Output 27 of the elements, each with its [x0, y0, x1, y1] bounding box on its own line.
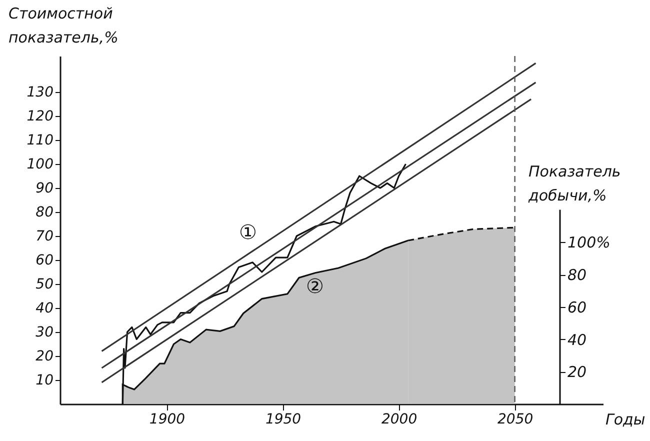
y-tick-label: 70 — [36, 228, 54, 244]
y2-tick-label: 60 — [568, 298, 587, 316]
y-tick-label: 120 — [26, 108, 54, 124]
y-tick-label: 100 — [26, 156, 54, 172]
y2-tick-label: 100% — [568, 234, 610, 252]
y-tick-label: 60 — [36, 252, 54, 268]
annotation: ① — [239, 220, 257, 244]
y-tick-label: 110 — [26, 132, 54, 148]
y-tick-label: 50 — [36, 276, 54, 292]
annotation: ② — [306, 274, 324, 298]
y-tick-label: 40 — [36, 300, 54, 316]
x-tick-label: 2050 — [498, 412, 534, 428]
y-tick-label: 130 — [26, 84, 54, 100]
y-tick-label: 80 — [36, 204, 54, 220]
y-tick-label: 10 — [36, 372, 54, 388]
y-tick-label: 90 — [36, 180, 54, 196]
x-axis-title: Годы — [606, 410, 646, 428]
x-tick-label: 2000 — [381, 412, 418, 428]
y2-tick-label: 40 — [568, 330, 587, 349]
x-tick-label: 1950 — [265, 412, 302, 428]
y-tick-label: 20 — [36, 348, 54, 364]
y2-tick-label: 20 — [568, 363, 587, 382]
y2-axis-title: Показатель добычи,% — [528, 162, 621, 204]
y-axis-title: Стоимостной показатель,% — [8, 4, 118, 46]
y-tick-label: 30 — [36, 324, 54, 340]
x-tick-label: 1900 — [149, 412, 186, 428]
y2-tick-label: 80 — [568, 266, 587, 284]
